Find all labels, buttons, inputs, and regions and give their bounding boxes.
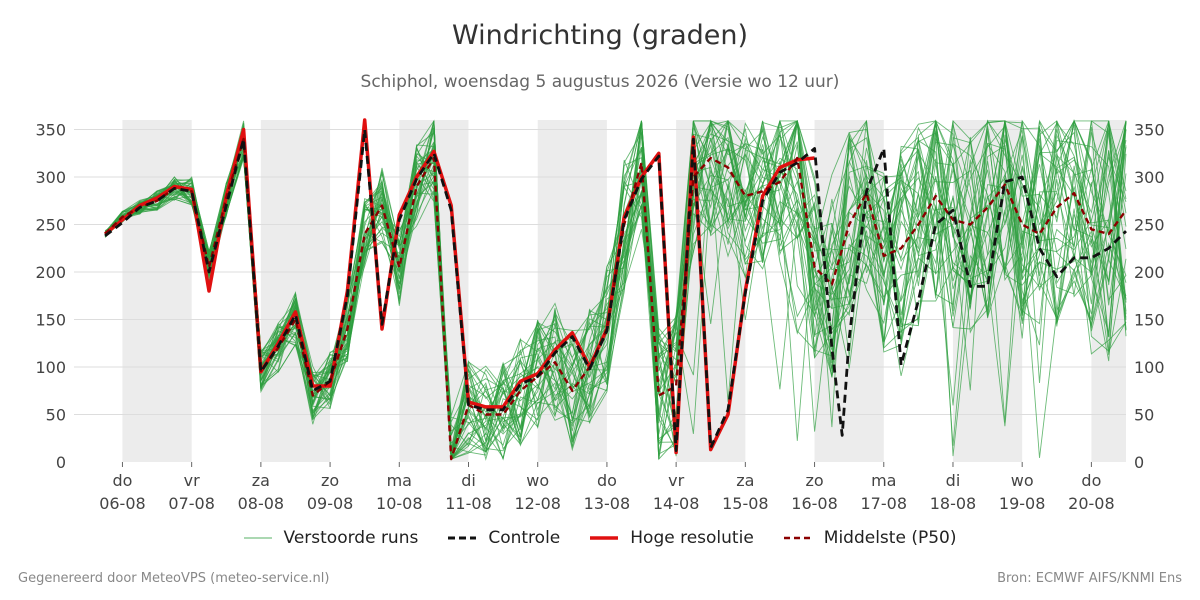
x-tick-date-label: 13-08 xyxy=(584,494,631,513)
chart-subtitle: Schiphol, woensdag 5 augustus 2026 (Vers… xyxy=(360,72,840,92)
x-tick-day-label: wo xyxy=(526,471,549,490)
legend-control: Controle xyxy=(448,528,560,548)
y-tick-label-left: 0 xyxy=(56,453,66,472)
legend-control-swatch xyxy=(448,536,477,540)
x-tick-day-label: za xyxy=(736,471,754,490)
legend-ensemble: Verstoorde runs xyxy=(243,528,419,548)
y-tick-label-right: 0 xyxy=(1134,453,1144,472)
chart-title: Windrichting (graden) xyxy=(451,20,749,51)
y-tick-label-left: 150 xyxy=(35,311,66,330)
x-tick-date-label: 14-08 xyxy=(653,494,700,513)
ensemble-run-line xyxy=(104,120,1127,460)
x-tick-day-label: za xyxy=(252,471,270,490)
series-line-control xyxy=(104,128,1127,452)
legend-hires-swatch xyxy=(590,536,619,540)
y-tick-label-right: 50 xyxy=(1134,406,1154,425)
ensemble-run-line xyxy=(104,120,1127,460)
x-tick-date-label: 09-08 xyxy=(307,494,354,513)
x-tick-day-label: zo xyxy=(321,471,339,490)
x-tick-day-label: di xyxy=(946,471,961,490)
y-tick-label-right: 300 xyxy=(1134,168,1165,187)
ensemble-run-line xyxy=(104,120,1127,458)
x-tick-date-label: 07-08 xyxy=(168,494,215,513)
x-tick-day-label: vr xyxy=(668,471,684,490)
ensemble-run-line xyxy=(104,119,1127,460)
legend-ensemble-label: Verstoorde runs xyxy=(283,528,419,548)
x-tick-date-label: 15-08 xyxy=(722,494,769,513)
ensemble-run-line xyxy=(104,120,1127,461)
x-tick-day-label: do xyxy=(1081,471,1101,490)
legend-control-label: Controle xyxy=(488,528,561,548)
legend-ensemble-swatch xyxy=(243,537,272,539)
y-tick-label-left: 350 xyxy=(35,121,66,140)
x-tick-day-label: do xyxy=(112,471,132,490)
x-tick-date-label: 08-08 xyxy=(238,494,285,513)
y-tick-label-right: 100 xyxy=(1134,358,1165,377)
x-tick-date-label: 17-08 xyxy=(861,494,908,513)
legend-median-label: Middelste (P50) xyxy=(823,528,957,548)
x-tick-day-label: zo xyxy=(805,471,823,490)
chart-legend: Verstoorde runs Controle Hoge resolutie … xyxy=(0,528,1200,548)
x-tick-date-label: 12-08 xyxy=(514,494,561,513)
y-tick-label-left: 250 xyxy=(35,216,66,235)
y-tick-label-right: 250 xyxy=(1134,216,1165,235)
legend-hires-label: Hoge resolutie xyxy=(630,528,754,548)
y-tick-label-left: 300 xyxy=(35,168,66,187)
x-tick-day-label: vr xyxy=(184,471,200,490)
y-tick-label-right: 350 xyxy=(1134,121,1165,140)
x-tick-day-label: ma xyxy=(387,471,412,490)
legend-hires: Hoge resolutie xyxy=(590,528,754,548)
x-tick-date-label: 11-08 xyxy=(445,494,492,513)
x-tick-date-label: 18-08 xyxy=(930,494,977,513)
y-tick-label-left: 100 xyxy=(35,358,66,377)
weekend-band xyxy=(122,120,192,462)
x-tick-date-label: 10-08 xyxy=(376,494,423,513)
x-tick-date-label: 19-08 xyxy=(999,494,1046,513)
legend-median: Middelste (P50) xyxy=(783,528,957,548)
x-tick-date-label: 20-08 xyxy=(1068,494,1115,513)
x-tick-day-label: di xyxy=(461,471,476,490)
y-tick-label-right: 200 xyxy=(1134,263,1165,282)
x-tick-date-label: 16-08 xyxy=(791,494,838,513)
y-tick-label-left: 200 xyxy=(35,263,66,282)
footer-credit: Gegenereerd door MeteoVPS (meteo-service… xyxy=(18,571,330,586)
legend-median-swatch xyxy=(783,536,812,540)
x-tick-date-label: 06-08 xyxy=(99,494,146,513)
x-tick-day-label: do xyxy=(597,471,617,490)
footer-source: Bron: ECMWF AIFS/KNMI Ens xyxy=(997,571,1182,586)
ensemble-run-line xyxy=(104,120,1127,452)
y-tick-label-left: 50 xyxy=(46,406,66,425)
weekend-band xyxy=(260,120,331,462)
y-tick-label-right: 150 xyxy=(1134,311,1165,330)
x-tick-day-label: ma xyxy=(871,471,896,490)
x-tick-day-label: wo xyxy=(1011,471,1034,490)
